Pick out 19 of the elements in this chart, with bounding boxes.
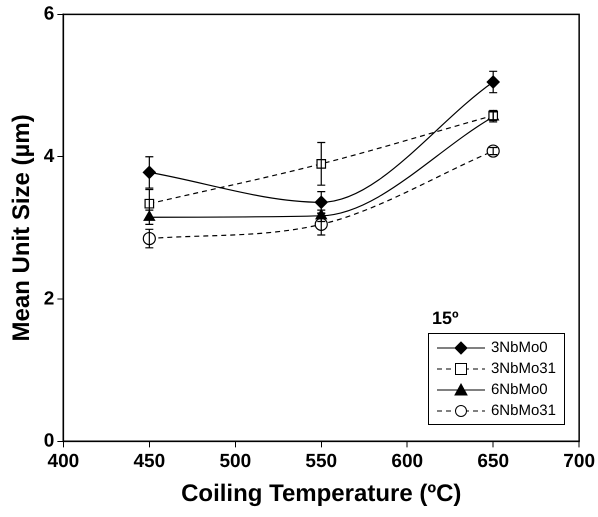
legend-label: 3NbMo31	[490, 360, 556, 377]
x-tick-label: 650	[477, 451, 510, 472]
x-tick-label: 450	[133, 451, 166, 472]
y-axis-title: Mean Unit Size (µm)	[8, 114, 36, 342]
legend-label: 3NbMo0	[490, 339, 548, 356]
legend-title: 15º	[432, 308, 460, 329]
x-tick-label: 700	[563, 451, 595, 472]
x-tick-label: 550	[305, 451, 338, 472]
y-tick-label: 6	[44, 4, 54, 25]
legend-label: 6NbMo0	[490, 381, 548, 398]
x-tick-label: 600	[391, 451, 424, 472]
y-tick-label: 0	[44, 430, 54, 452]
point	[486, 144, 500, 158]
legend-label: 6NbMo31	[490, 402, 556, 419]
x-tick-label: 500	[219, 451, 252, 472]
y-tick-label: 4	[44, 146, 55, 167]
x-tick-label: 400	[48, 451, 80, 472]
y-tick-label: 2	[44, 288, 54, 310]
x-axis-title: Coiling Temperature (ºC)	[181, 480, 462, 508]
